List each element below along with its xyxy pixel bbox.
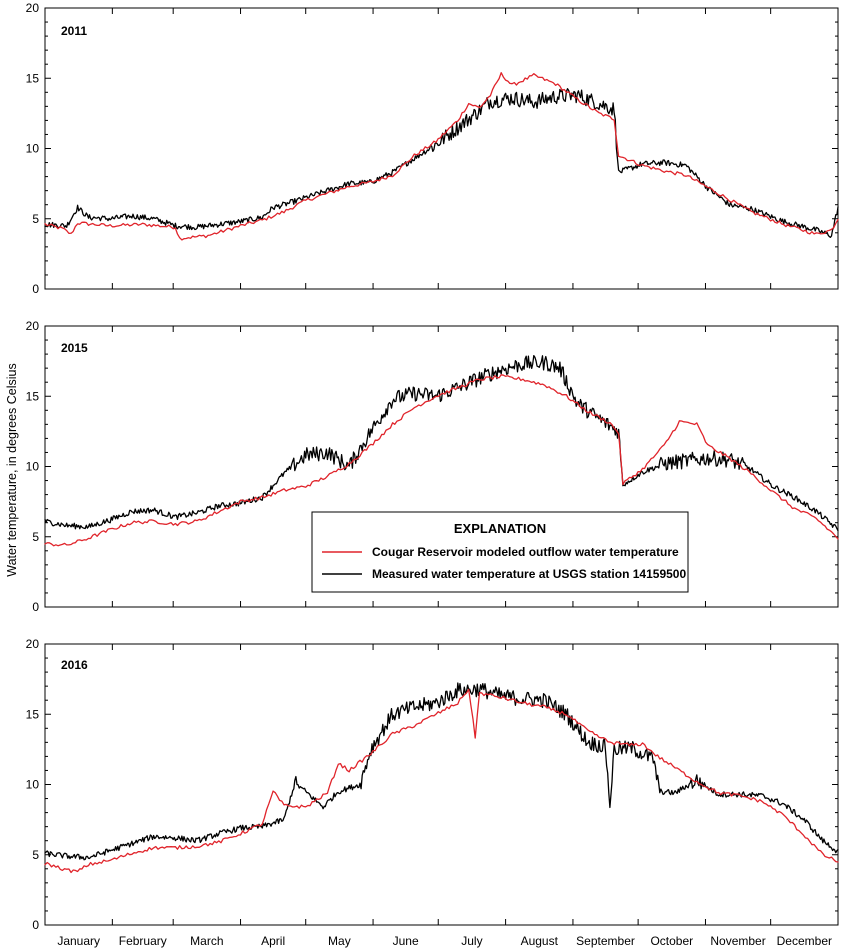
y-tick-label: 10 [26, 778, 40, 792]
y-tick-label: 20 [26, 319, 40, 333]
x-tick-label: July [461, 934, 482, 948]
y-tick-label: 15 [26, 389, 40, 403]
y-tick-label: 0 [32, 282, 39, 296]
panel-2011: 2011 0 5 10 15 20 [26, 1, 839, 296]
series-modeled-line [44, 374, 839, 547]
x-tick-label: October [650, 934, 693, 948]
legend-label-modeled: Cougar Reservoir modeled outflow water t… [372, 545, 679, 559]
panel-year-label: 2016 [61, 658, 88, 672]
x-tick-label: May [328, 934, 351, 948]
legend-title: EXPLANATION [454, 521, 546, 536]
series-measured-line [44, 682, 839, 861]
legend: EXPLANATION Cougar Reservoir modeled out… [311, 511, 689, 593]
panel-year-label: 2015 [61, 341, 88, 355]
panel-2015: 2015 0 5 10 15 20 [26, 319, 839, 614]
x-tick-label: November [710, 934, 765, 948]
series-measured-line [44, 88, 839, 238]
y-tick-label: 5 [32, 212, 39, 226]
x-tick-label: September [576, 934, 635, 948]
y-axis-title: Water temperature, in degrees Celsius [5, 363, 19, 577]
y-tick-label: 20 [26, 637, 40, 651]
x-tick-label: April [261, 934, 285, 948]
series-measured-line [44, 354, 839, 532]
series-modeled-line [44, 72, 839, 241]
panel-year-label: 2011 [61, 24, 87, 38]
y-tick-label: 0 [32, 918, 39, 932]
y-tick-label: 10 [26, 460, 40, 474]
y-tick-label: 15 [26, 707, 40, 721]
legend-box [311, 511, 689, 593]
x-axis-month-labels: January February March April May June July Augu… [57, 934, 832, 948]
series-modeled-line [44, 688, 839, 874]
y-tick-label: 10 [26, 142, 40, 156]
y-tick-label: 0 [32, 600, 39, 614]
x-tick-label: February [119, 934, 167, 948]
x-tick-label: December [777, 934, 832, 948]
plot-frame [44, 643, 839, 926]
y-tick-label: 5 [32, 530, 39, 544]
legend-label-measured: Measured water temperature at USGS stati… [372, 567, 686, 581]
x-tick-label: March [190, 934, 223, 948]
y-tick-label: 20 [26, 1, 40, 15]
panel-2016: 2016 0 5 10 15 20 [26, 637, 839, 932]
x-tick-label: January [57, 934, 100, 948]
x-tick-label: June [393, 934, 419, 948]
x-tick-label: August [521, 934, 559, 948]
y-tick-label: 5 [32, 848, 39, 862]
y-tick-label: 15 [26, 71, 40, 85]
plot-frame [44, 7, 839, 290]
